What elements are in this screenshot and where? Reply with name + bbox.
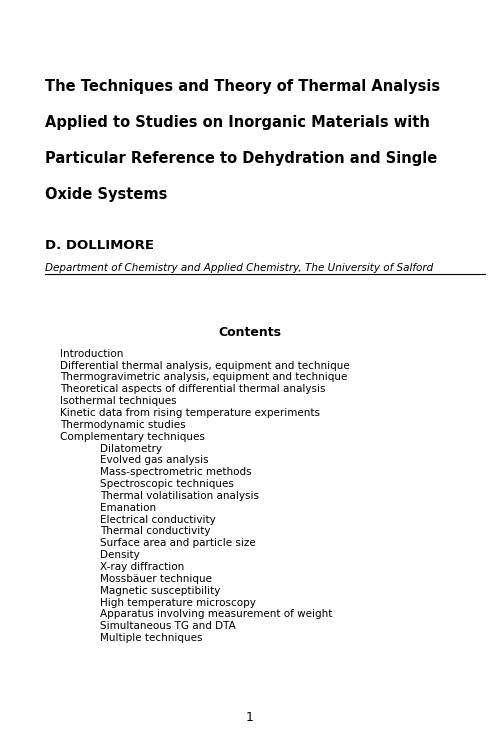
Text: Mass-spectrometric methods: Mass-spectrometric methods <box>100 467 252 477</box>
Text: X-ray diffraction: X-ray diffraction <box>100 562 184 572</box>
Text: Simultaneous TG and DTA: Simultaneous TG and DTA <box>100 621 236 632</box>
Text: Differential thermal analysis, equipment and technique: Differential thermal analysis, equipment… <box>60 361 350 370</box>
Text: Density: Density <box>100 550 140 560</box>
Text: Isothermal techniques: Isothermal techniques <box>60 396 176 406</box>
Text: Department of Chemistry and Applied Chemistry, The University of Salford: Department of Chemistry and Applied Chem… <box>45 263 433 273</box>
Text: Electrical conductivity: Electrical conductivity <box>100 514 216 525</box>
Text: Introduction: Introduction <box>60 349 124 358</box>
Text: Thermal conductivity: Thermal conductivity <box>100 526 210 536</box>
Text: Spectroscopic techniques: Spectroscopic techniques <box>100 479 234 489</box>
Text: The Techniques and Theory of Thermal Analysis: The Techniques and Theory of Thermal Ana… <box>45 79 440 94</box>
Text: Thermogravimetric analysis, equipment and technique: Thermogravimetric analysis, equipment an… <box>60 373 348 382</box>
Text: Magnetic susceptibility: Magnetic susceptibility <box>100 586 220 596</box>
Text: Thermal volatilisation analysis: Thermal volatilisation analysis <box>100 491 259 501</box>
Text: High temperature microscopy: High temperature microscopy <box>100 598 256 608</box>
Text: Theoretical aspects of differential thermal analysis: Theoretical aspects of differential ther… <box>60 384 326 394</box>
Text: Apparatus involving measurement of weight: Apparatus involving measurement of weigh… <box>100 610 332 620</box>
Text: Complementary techniques: Complementary techniques <box>60 432 205 442</box>
Text: Kinetic data from rising temperature experiments: Kinetic data from rising temperature exp… <box>60 408 320 418</box>
Text: Mossbäuer technique: Mossbäuer technique <box>100 574 212 584</box>
Text: 1: 1 <box>246 711 254 724</box>
Text: Particular Reference to Dehydration and Single: Particular Reference to Dehydration and … <box>45 151 437 166</box>
Text: Thermodynamic studies: Thermodynamic studies <box>60 420 186 430</box>
Text: Dilatometry: Dilatometry <box>100 443 162 454</box>
Text: Applied to Studies on Inorganic Materials with: Applied to Studies on Inorganic Material… <box>45 115 430 130</box>
Text: D. DOLLIMORE: D. DOLLIMORE <box>45 239 154 252</box>
Text: Surface area and particle size: Surface area and particle size <box>100 538 256 548</box>
Text: Contents: Contents <box>218 326 282 339</box>
Text: Emanation: Emanation <box>100 503 156 513</box>
Text: Multiple techniques: Multiple techniques <box>100 633 202 644</box>
Text: Evolved gas analysis: Evolved gas analysis <box>100 455 208 466</box>
Text: Oxide Systems: Oxide Systems <box>45 187 168 202</box>
